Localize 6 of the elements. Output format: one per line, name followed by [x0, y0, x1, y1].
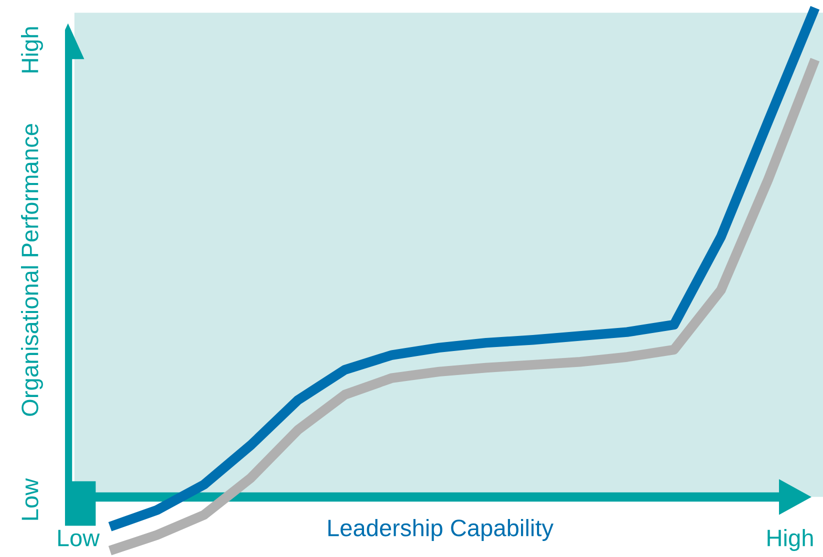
annotation: High — [768, 528, 813, 552]
text: Low — [22, 478, 38, 520]
y-axis-title: Organisational Performance — [20, 124, 44, 416]
x-axis-title: Leadership Capability — [328, 518, 554, 542]
text: High — [20, 27, 44, 72]
annotation: Low — [58, 530, 100, 546]
